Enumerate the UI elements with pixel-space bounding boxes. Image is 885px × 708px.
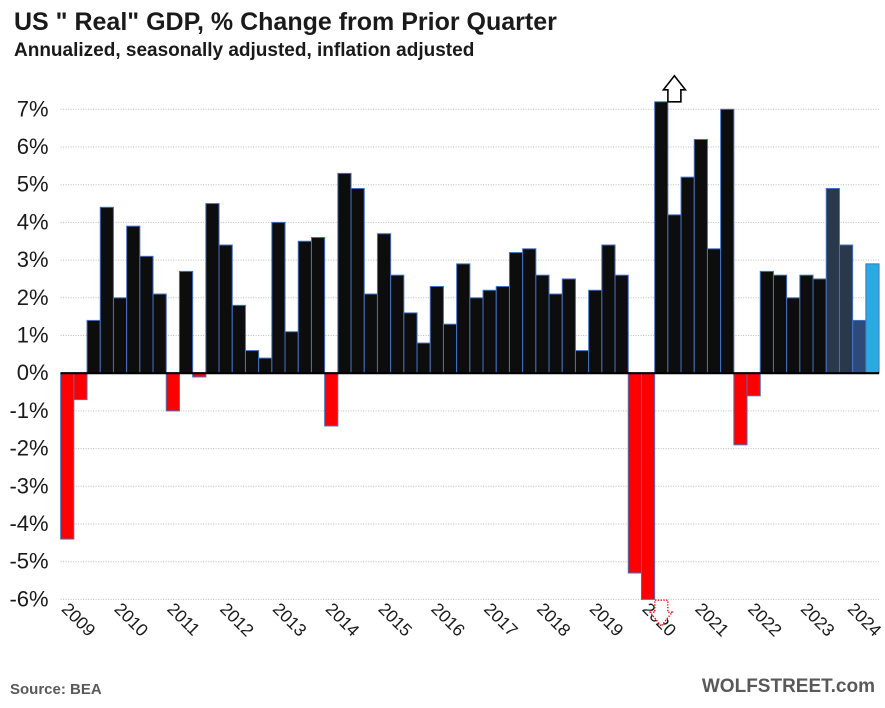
svg-text:2012: 2012: [216, 599, 258, 641]
svg-text:2019: 2019: [586, 599, 628, 641]
svg-text:-6%: -6%: [9, 586, 48, 611]
svg-text:6%: 6%: [17, 134, 49, 159]
svg-text:-3%: -3%: [9, 473, 48, 498]
svg-text:2015: 2015: [375, 599, 417, 641]
svg-text:2016: 2016: [427, 599, 469, 641]
svg-text:3%: 3%: [17, 247, 49, 272]
svg-text:-5%: -5%: [9, 549, 48, 574]
svg-text:-4%: -4%: [9, 511, 48, 536]
svg-text:-2%: -2%: [9, 436, 48, 461]
svg-text:2%: 2%: [17, 285, 49, 310]
svg-text:2014: 2014: [322, 599, 364, 641]
svg-text:2018: 2018: [533, 599, 575, 641]
svg-text:-1%: -1%: [9, 398, 48, 423]
svg-text:7%: 7%: [17, 96, 49, 121]
svg-text:0%: 0%: [17, 360, 49, 385]
svg-text:2011: 2011: [163, 599, 204, 640]
svg-text:2024: 2024: [844, 599, 885, 641]
svg-text:1%: 1%: [17, 323, 49, 348]
svg-text:2021: 2021: [691, 599, 733, 641]
svg-text:5%: 5%: [17, 172, 49, 197]
svg-text:2017: 2017: [480, 599, 522, 641]
svg-text:2013: 2013: [269, 599, 311, 641]
svg-text:2022: 2022: [744, 599, 786, 641]
svg-text:2009: 2009: [58, 599, 100, 641]
svg-text:2010: 2010: [111, 599, 153, 641]
svg-text:2023: 2023: [797, 599, 839, 641]
svg-text:4%: 4%: [17, 209, 49, 234]
